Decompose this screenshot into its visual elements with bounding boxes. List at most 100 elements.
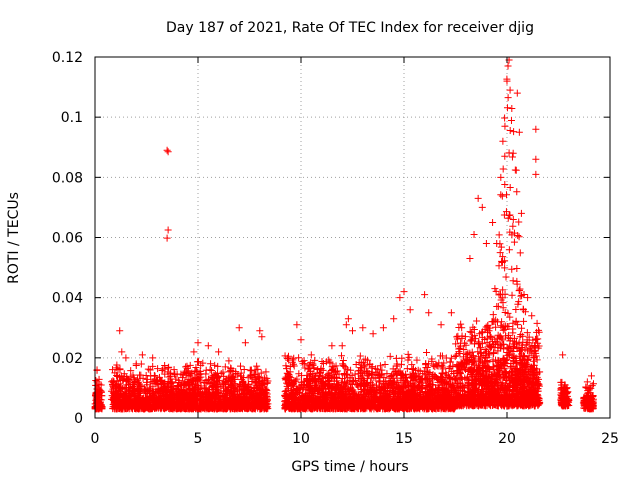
data-point xyxy=(136,392,144,400)
data-point xyxy=(311,356,319,364)
data-point xyxy=(261,394,269,402)
data-point xyxy=(182,369,190,377)
data-point xyxy=(260,402,268,410)
data-point xyxy=(457,320,465,328)
data-point xyxy=(229,393,237,401)
data-point xyxy=(186,391,194,399)
data-point xyxy=(186,361,194,369)
data-point xyxy=(203,388,211,396)
data-point xyxy=(211,361,219,369)
data-point xyxy=(197,392,205,400)
data-point xyxy=(487,333,495,341)
data-point xyxy=(145,405,153,413)
data-point xyxy=(247,388,255,396)
data-point xyxy=(239,378,247,386)
data-point xyxy=(158,392,166,400)
data-point xyxy=(225,383,233,391)
data-point xyxy=(344,366,352,374)
data-point xyxy=(139,395,147,403)
data-point xyxy=(116,365,124,373)
data-point xyxy=(439,363,447,371)
data-point xyxy=(252,404,260,412)
data-point xyxy=(253,378,261,386)
data-point xyxy=(214,362,222,370)
data-point xyxy=(252,392,260,400)
data-point xyxy=(153,395,161,403)
data-point xyxy=(162,386,170,394)
data-point xyxy=(293,375,301,383)
data-point xyxy=(143,389,151,397)
data-point xyxy=(172,404,180,412)
data-point xyxy=(108,378,116,386)
data-point xyxy=(227,365,235,373)
data-point xyxy=(255,392,263,400)
data-point xyxy=(255,373,263,381)
data-point xyxy=(227,403,235,411)
data-point xyxy=(126,380,134,388)
data-point xyxy=(146,385,154,393)
data-point xyxy=(124,403,132,411)
data-point xyxy=(174,392,182,400)
data-point xyxy=(131,397,139,405)
data-point xyxy=(211,401,219,409)
data-point xyxy=(221,363,229,371)
grid xyxy=(95,57,610,418)
data-point xyxy=(199,402,207,410)
data-point xyxy=(212,385,220,393)
data-point xyxy=(194,386,202,394)
data-point xyxy=(206,366,214,374)
data-point xyxy=(244,404,252,412)
data-point xyxy=(208,383,216,391)
data-point xyxy=(109,396,117,404)
data-point xyxy=(185,404,193,412)
data-point xyxy=(247,372,255,380)
data-point xyxy=(213,405,221,413)
data-point xyxy=(218,392,226,400)
data-point xyxy=(143,381,151,389)
data-point xyxy=(181,378,189,386)
data-point xyxy=(257,403,265,411)
data-point xyxy=(127,367,135,375)
data-point xyxy=(239,391,247,399)
data-point xyxy=(181,388,189,396)
data-point xyxy=(136,371,144,379)
data-point xyxy=(168,378,176,386)
data-point xyxy=(213,380,221,388)
data-point xyxy=(263,374,271,382)
data-point xyxy=(381,360,389,368)
data-point xyxy=(181,403,189,411)
data-point xyxy=(149,392,157,400)
data-point xyxy=(398,354,406,362)
data-point xyxy=(134,386,142,394)
data-point xyxy=(241,395,249,403)
data-point xyxy=(142,400,150,408)
data-point xyxy=(197,370,205,378)
data-point xyxy=(117,372,125,380)
data-point xyxy=(262,401,270,409)
data-point xyxy=(122,399,130,407)
data-point xyxy=(193,389,201,397)
data-point xyxy=(170,393,178,401)
data-point xyxy=(254,374,262,382)
data-point xyxy=(202,379,210,387)
data-point xyxy=(221,380,229,388)
data-point xyxy=(207,360,215,368)
data-point xyxy=(201,391,209,399)
data-point xyxy=(191,368,199,376)
data-point xyxy=(167,375,175,383)
data-point xyxy=(251,396,259,404)
data-point xyxy=(127,389,135,397)
data-point xyxy=(232,398,240,406)
data-point xyxy=(219,368,227,376)
data-point xyxy=(117,376,125,384)
data-point xyxy=(120,373,128,381)
data-point xyxy=(252,370,260,378)
data-point xyxy=(169,389,177,397)
data-point xyxy=(165,380,173,388)
data-point xyxy=(254,398,262,406)
data-point xyxy=(262,386,270,394)
data-point xyxy=(189,403,197,411)
data-point xyxy=(237,372,245,380)
data-point xyxy=(263,392,271,400)
